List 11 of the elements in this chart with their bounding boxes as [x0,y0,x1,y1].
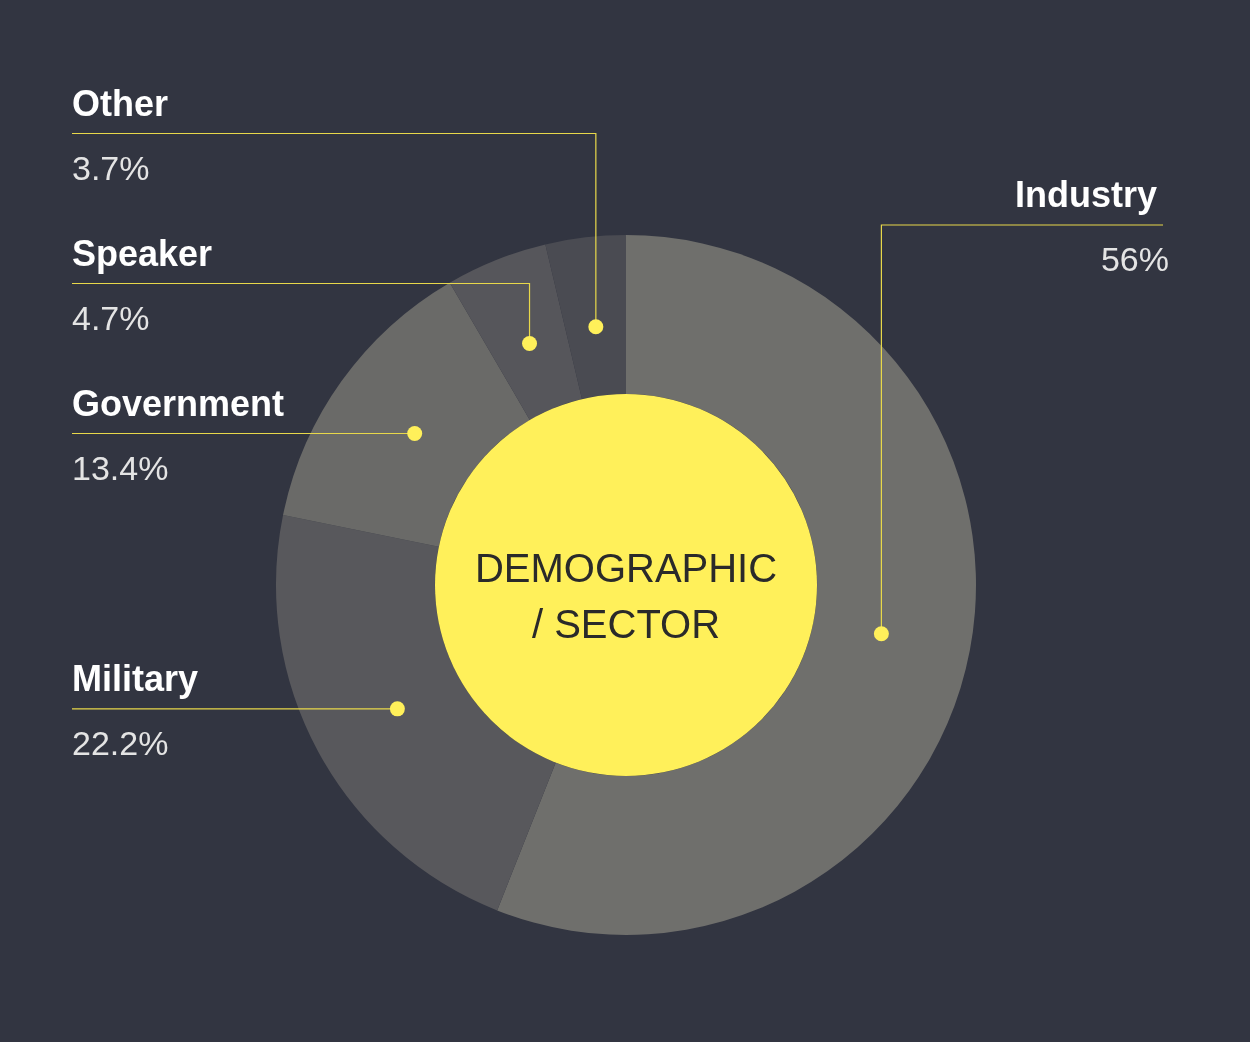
data-label: 4.7% [72,298,150,337]
slice-label: Other [72,82,169,124]
slice-label: Speaker [72,232,213,274]
text: DEMOGRAPHIC / SECTOR [473,545,779,648]
slice-label: Government [72,382,285,424]
slice-label: Military [72,657,199,699]
slice-label: Industry [1014,174,1157,215]
data-label: 56% [1100,240,1169,278]
data-label: 22.2% [72,723,169,762]
data-label: 13.4% [72,448,169,487]
data-label: 3.7% [72,148,150,187]
